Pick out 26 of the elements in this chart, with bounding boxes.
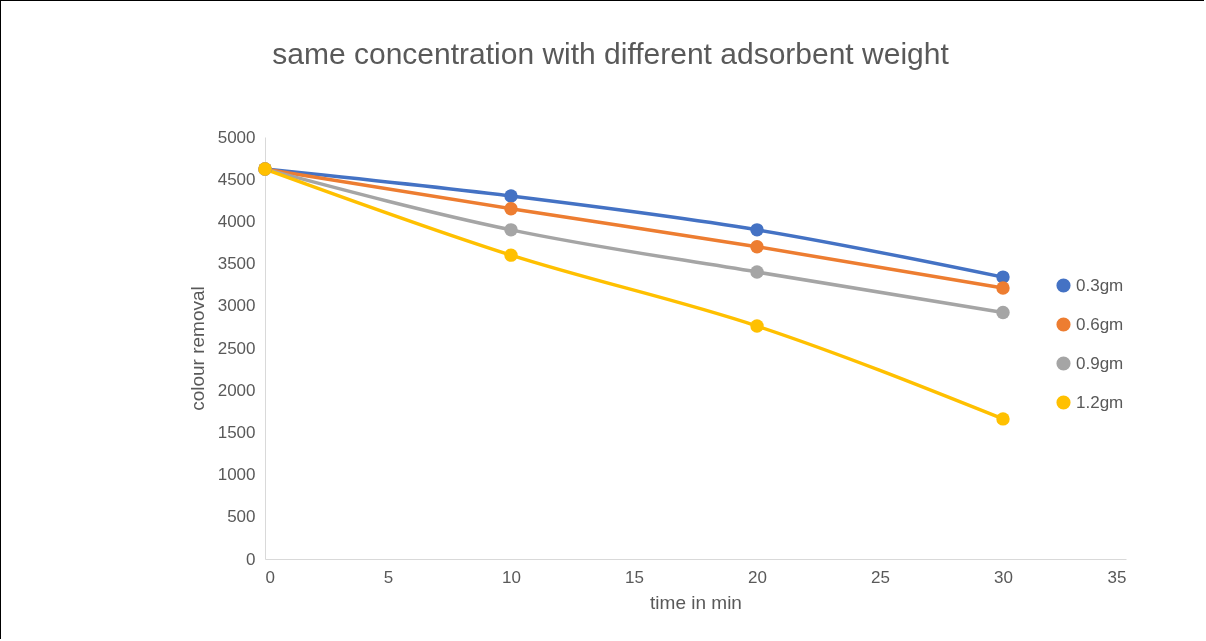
y-tick-label: 2500 <box>217 338 256 358</box>
x-tick-label: 30 <box>994 567 1013 587</box>
y-axis-title: colour removal <box>186 286 208 411</box>
chart-title: same concentration with different adsorbent weight <box>272 37 950 70</box>
x-tick-label: 10 <box>502 567 521 587</box>
y-tick-label: 0 <box>246 549 256 569</box>
y-tick-label: 1000 <box>217 465 256 485</box>
x-tick-label: 0 <box>265 567 275 587</box>
x-tick-label: 25 <box>871 567 890 587</box>
y-tick-label: 4000 <box>217 211 256 231</box>
y-tick-label: 500 <box>227 507 256 527</box>
y-tick-label: 3000 <box>217 296 256 316</box>
y-tick-label: 5000 <box>217 127 256 147</box>
legend-label: 0.3gm <box>1076 275 1124 295</box>
x-axis-title: time in min <box>650 591 742 613</box>
x-tick-label: 5 <box>383 567 394 587</box>
y-tick-label: 3500 <box>217 254 256 274</box>
x-tick-label: 35 <box>1107 567 1127 587</box>
y-tick-label: 2000 <box>217 380 256 400</box>
y-tick-label: 4500 <box>217 169 256 189</box>
legend-label: 1.2gm <box>1076 392 1124 412</box>
y-tick-label: 1500 <box>217 422 256 442</box>
legend-label: 0.6gm <box>1076 314 1124 334</box>
legend-label: 0.9gm <box>1076 353 1124 373</box>
x-tick-label: 15 <box>625 567 644 587</box>
x-tick-label: 20 <box>748 567 767 587</box>
